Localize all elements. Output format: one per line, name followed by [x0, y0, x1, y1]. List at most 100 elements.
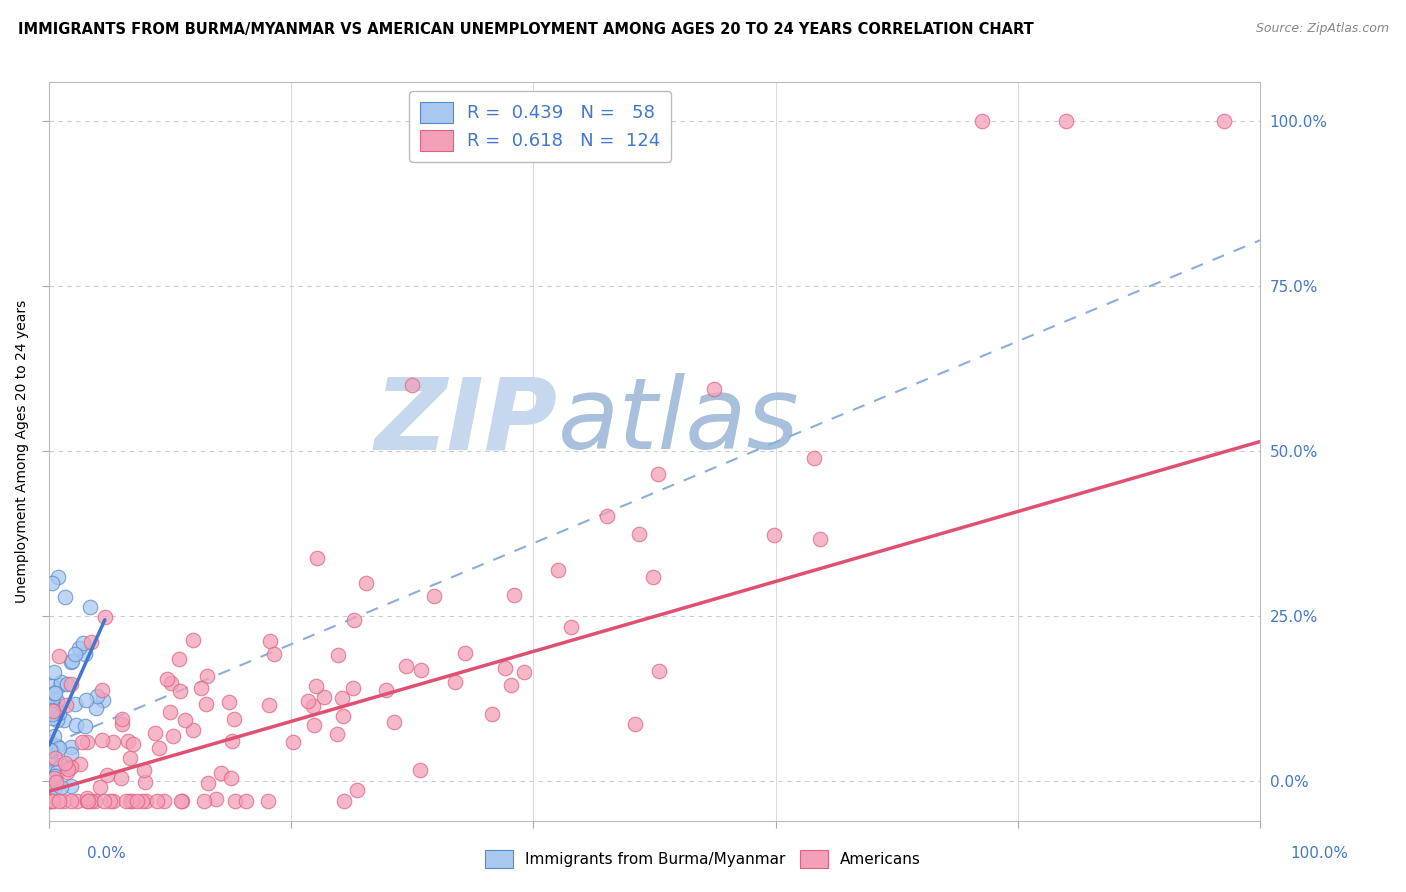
Point [46, 694, 69, 708]
Point [45, 775, 67, 789]
Point [134, 763, 156, 777]
Point [169, 684, 191, 698]
Point [90, 682, 112, 697]
Point [624, 717, 647, 731]
Point [84, 701, 107, 715]
Point [330, 691, 353, 706]
Point [53, 756, 76, 770]
Point [75, 647, 97, 661]
Point [703, 382, 725, 396]
Point [235, 794, 257, 808]
Point [641, 570, 664, 584]
Point [94, 609, 117, 624]
Point [195, 669, 218, 683]
Point [221, 733, 243, 747]
Legend: Immigrants from Burma/Myanmar, Americans: Immigrants from Burma/Myanmar, Americans [479, 844, 927, 873]
Point [115, 794, 138, 808]
Point [512, 665, 534, 680]
Point [332, 794, 354, 808]
Point [153, 794, 176, 808]
Point [66, 794, 89, 808]
Point [1212, 114, 1234, 128]
Point [312, 690, 335, 704]
Point [803, 451, 825, 466]
Point [481, 706, 503, 721]
Point [135, 794, 157, 808]
Point [454, 646, 477, 660]
Point [125, 794, 148, 808]
Point [42, 764, 65, 779]
Point [44, 769, 66, 783]
Point [44, 665, 66, 680]
Text: 100.0%: 100.0% [1289, 847, 1348, 861]
Point [409, 663, 432, 677]
Point [60, 654, 83, 668]
Point [79, 600, 101, 615]
Point [560, 620, 582, 634]
Point [259, 633, 281, 648]
Point [263, 647, 285, 661]
Point [70, 735, 93, 749]
Point [648, 664, 671, 678]
Point [91, 693, 114, 707]
Point [80, 794, 103, 808]
Point [194, 698, 217, 712]
Point [170, 794, 193, 808]
Point [58, 762, 80, 776]
Point [256, 794, 278, 808]
Point [76, 794, 98, 808]
Point [143, 726, 166, 740]
Point [342, 681, 364, 695]
Point [121, 794, 143, 808]
Text: 0.0%: 0.0% [87, 847, 127, 861]
Point [59, 760, 82, 774]
Point [120, 750, 142, 764]
Point [409, 764, 432, 778]
Text: IMMIGRANTS FROM BURMA/MYANMAR VS AMERICAN UNEMPLOYMENT AMONG AGES 20 TO 24 YEARS: IMMIGRANTS FROM BURMA/MYANMAR VS AMERICA… [18, 22, 1033, 37]
Point [1054, 114, 1077, 128]
Point [596, 508, 619, 523]
Point [69, 757, 91, 772]
Point [134, 775, 156, 789]
Point [93, 794, 115, 808]
Point [101, 794, 124, 808]
Point [444, 675, 467, 690]
Point [38, 743, 60, 757]
Point [122, 737, 145, 751]
Point [38, 788, 60, 802]
Point [42, 794, 65, 808]
Point [41, 707, 63, 722]
Point [73, 719, 96, 733]
Point [59, 747, 82, 762]
Point [48, 648, 70, 663]
Point [218, 695, 240, 709]
Point [808, 532, 831, 546]
Point [75, 693, 97, 707]
Point [76, 794, 98, 808]
Point [224, 712, 246, 726]
Point [174, 713, 197, 727]
Point [148, 741, 170, 756]
Legend: R =  0.439   N =   58, R =  0.618   N =  124: R = 0.439 N = 58, R = 0.618 N = 124 [409, 91, 671, 161]
Point [111, 712, 134, 726]
Point [332, 709, 354, 723]
Point [305, 679, 328, 693]
Point [55, 590, 77, 604]
Point [46, 570, 69, 584]
Point [45, 765, 67, 780]
Point [219, 771, 242, 785]
Point [76, 735, 98, 749]
Point [547, 563, 569, 577]
Point [41, 703, 63, 717]
Point [41, 703, 63, 717]
Point [110, 771, 132, 785]
Point [970, 114, 993, 128]
Point [326, 648, 349, 662]
Point [59, 656, 82, 670]
Point [120, 794, 142, 808]
Point [39, 788, 62, 802]
Point [326, 727, 349, 741]
Point [101, 734, 124, 748]
Point [39, 794, 62, 808]
Point [65, 717, 87, 731]
